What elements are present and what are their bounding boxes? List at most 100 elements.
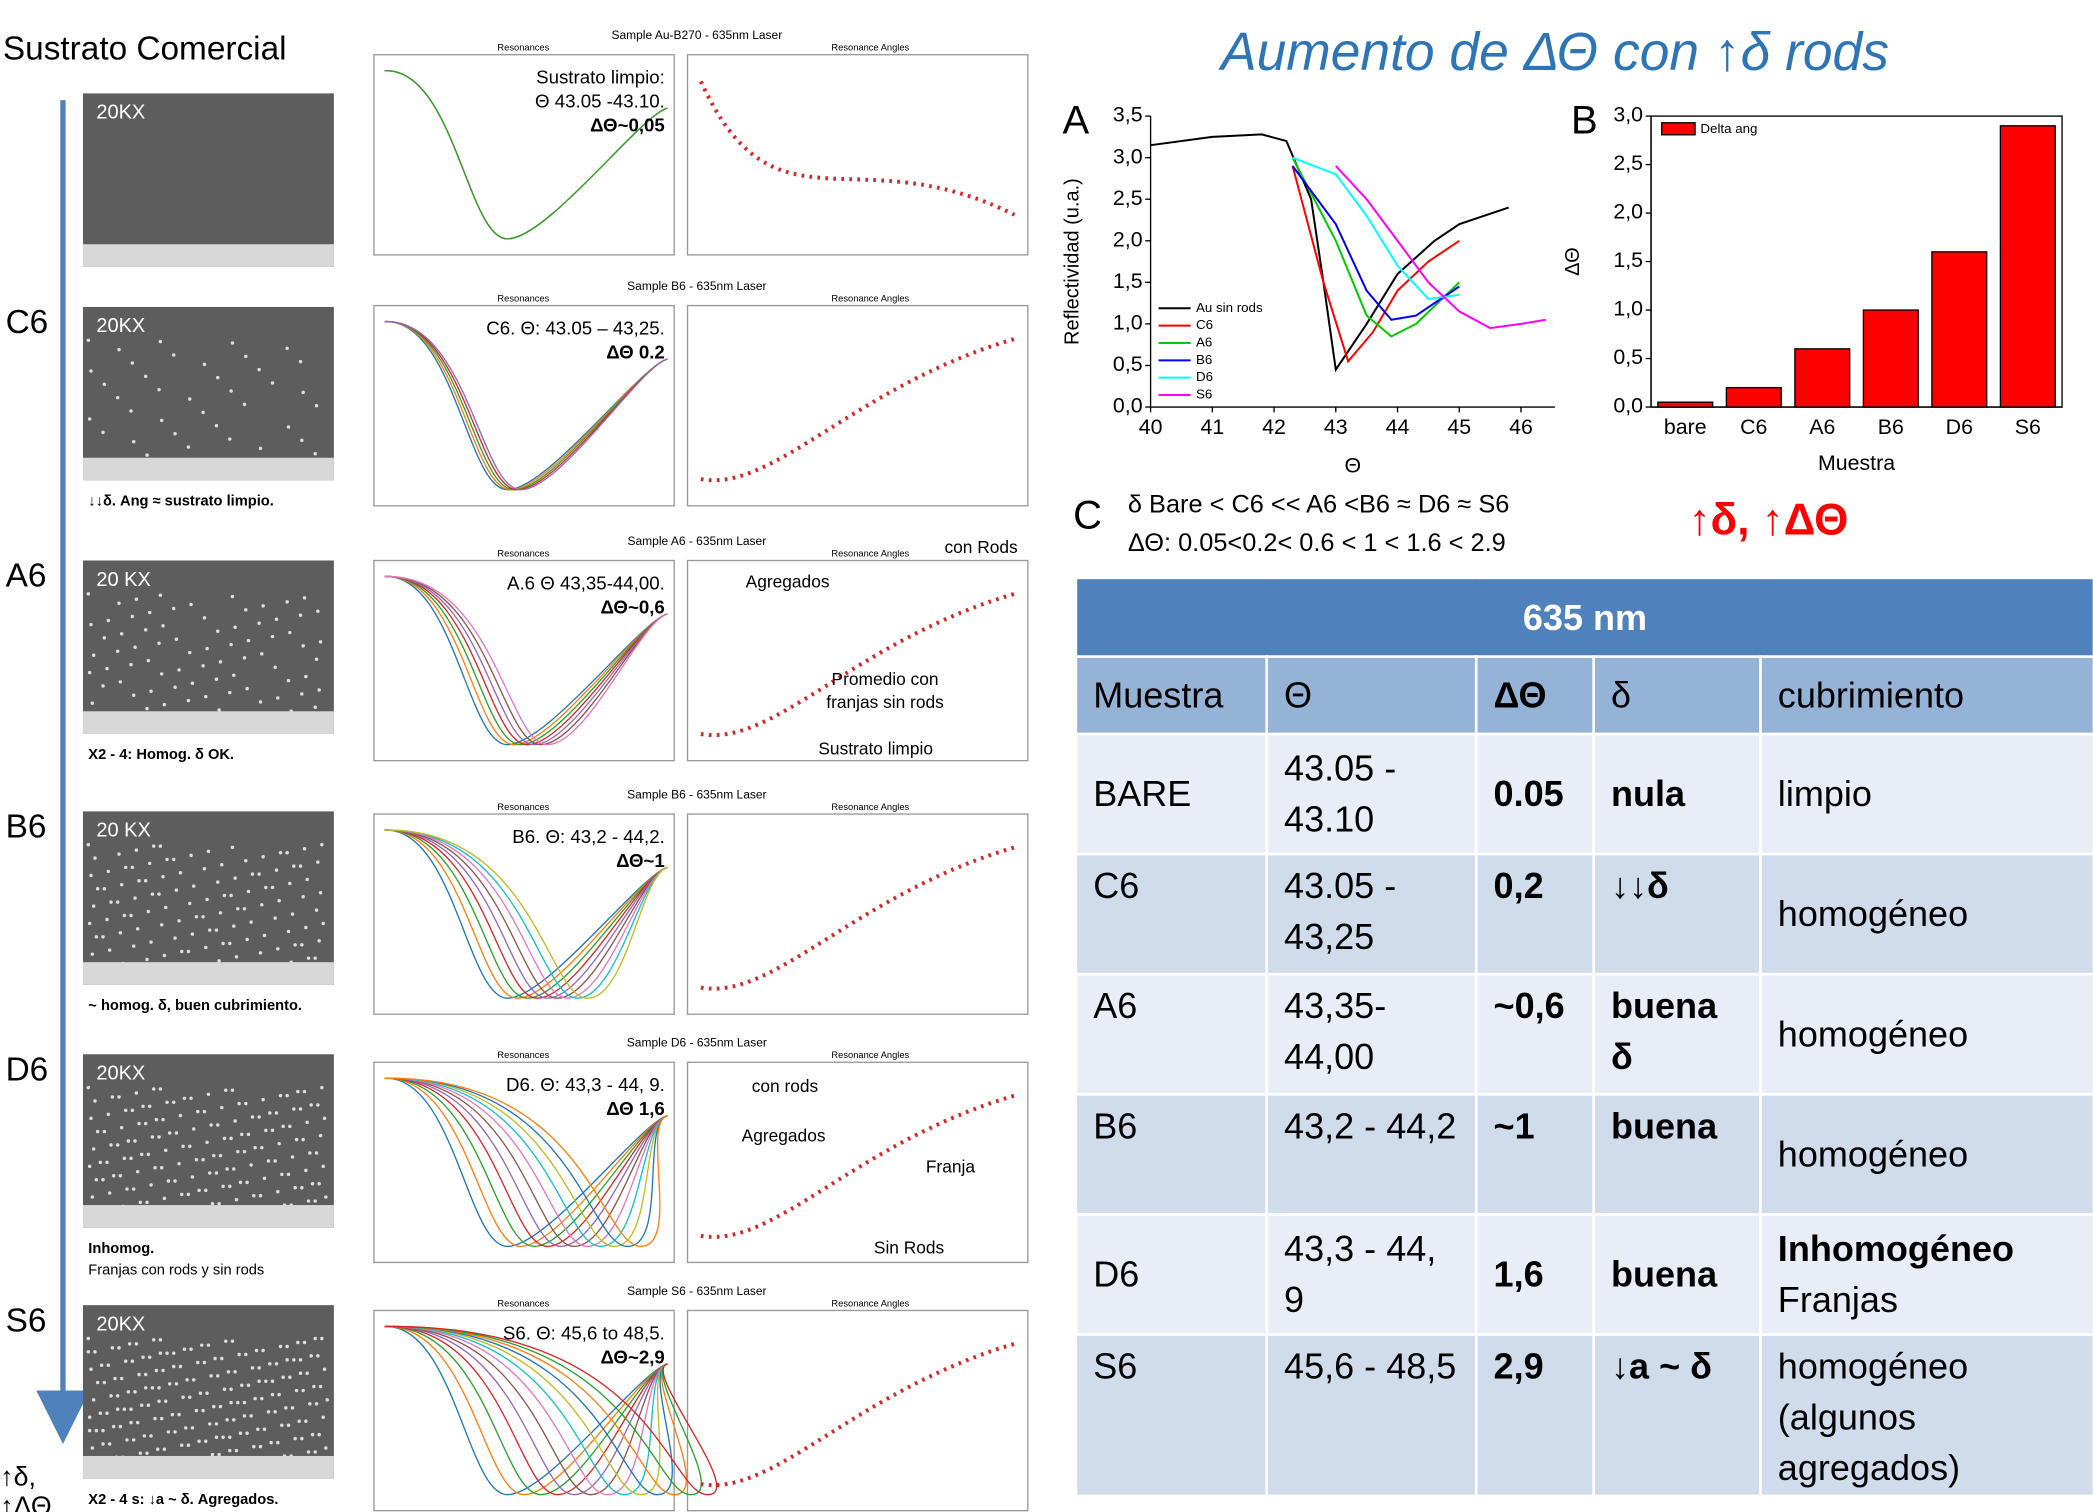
- sem-particle: [276, 947, 280, 951]
- sem-particle: [146, 658, 151, 663]
- sem-particle: [186, 445, 191, 449]
- sem-particle: [257, 872, 261, 876]
- plot-subtitle: Resonance Angles: [831, 1298, 909, 1308]
- sem-particle: [242, 402, 247, 407]
- sem-particle: [122, 913, 127, 918]
- resonance-curve: [384, 1077, 668, 1248]
- bar: [1657, 401, 1714, 408]
- sem-particle: [208, 1171, 212, 1175]
- sem-particle: [245, 1431, 249, 1435]
- line-series: [1291, 165, 1460, 364]
- sem-particle: [165, 1100, 169, 1105]
- x-tick-label: 41: [1200, 415, 1224, 439]
- sem-particle: [260, 903, 264, 907]
- sem-particle: [174, 1131, 179, 1135]
- sem-particle: [190, 1426, 195, 1430]
- table-cell: 43,2 - 44,2: [1265, 1092, 1478, 1216]
- sem-particle: [145, 1451, 149, 1456]
- sem-particle: [185, 1378, 189, 1382]
- sem-particle: [320, 843, 324, 847]
- resonance-curve: [384, 1325, 668, 1496]
- sem-image: [82, 306, 334, 481]
- sem-particle: [157, 1399, 161, 1403]
- sem-particle: [261, 604, 265, 608]
- sem-particle: [261, 1097, 265, 1102]
- sem-particle: [93, 856, 97, 860]
- sem-particle: [205, 1391, 209, 1395]
- sem-particle: [236, 907, 240, 911]
- sem-particle: [133, 896, 137, 900]
- sem-particle: [145, 957, 149, 962]
- sem-particle: [101, 1442, 105, 1446]
- legend-label: A6: [1196, 335, 1212, 350]
- sem-particle: [288, 1375, 292, 1379]
- sem-particle: [162, 702, 167, 707]
- sem-label: 20KX: [96, 1063, 145, 1085]
- sem-particle: [146, 909, 151, 914]
- sem-particle: [161, 1368, 165, 1373]
- sem-particle: [210, 1452, 215, 1457]
- sem-particle: [281, 1375, 285, 1379]
- sem-particle: [166, 1430, 171, 1434]
- sem-particle: [101, 684, 105, 688]
- sem-particle: [301, 1137, 305, 1142]
- sem-particle: [298, 613, 303, 617]
- sem-footer: [82, 244, 334, 267]
- sem-particle: [126, 1390, 131, 1394]
- sem-particle: [165, 857, 169, 862]
- sem-particle: [300, 1185, 304, 1190]
- resonance-curve: [384, 1325, 718, 1496]
- sem-particle: [149, 940, 153, 944]
- sem-particle: [297, 1419, 301, 1423]
- sem-particle: [257, 1379, 261, 1383]
- sem-particle: [228, 437, 232, 441]
- plot-note: A.6 Θ 43,35-44,00.: [507, 572, 665, 593]
- sample-label: C6: [6, 304, 49, 341]
- sem-particle: [314, 908, 319, 912]
- sem-particle: [166, 1179, 171, 1183]
- sem-particle: [180, 949, 184, 954]
- sem-particle: [101, 430, 105, 435]
- sem-particle: [91, 1398, 96, 1402]
- sem-particle: [309, 1103, 313, 1107]
- sem-particle: [186, 1443, 191, 1448]
- sem-particle: [308, 1151, 312, 1155]
- sem-particle: [177, 1412, 181, 1417]
- resonance-curve: [384, 1325, 668, 1496]
- sem-particle: [244, 859, 248, 863]
- sem-particle: [242, 1149, 247, 1154]
- sem-particle: [162, 1447, 167, 1452]
- resonance-curve: [384, 1325, 668, 1496]
- sem-particle: [253, 1145, 257, 1150]
- sem-particle: [302, 847, 307, 851]
- sem-particle: [138, 1200, 143, 1205]
- angle-note: con rods: [752, 1076, 819, 1096]
- sem-particle: [115, 1143, 120, 1147]
- sem-particle: [222, 1387, 227, 1391]
- y-tick-label: 2,0: [1613, 200, 1643, 224]
- sem-particle: [134, 1091, 139, 1095]
- legend-swatch: [1661, 122, 1696, 136]
- plot-subtitle: Resonance Angles: [831, 293, 909, 303]
- sem-particle: [233, 1370, 237, 1374]
- table-cell: nula: [1592, 732, 1762, 856]
- table-cell: 43.05 - 43.10: [1265, 732, 1478, 856]
- sem-footer: [82, 1455, 334, 1479]
- sem-particle: [135, 927, 140, 931]
- plot-note: Θ 43.05 -43.10.: [535, 91, 665, 112]
- sem-particle: [302, 1089, 307, 1094]
- sem-particle: [230, 1088, 235, 1093]
- sem-particle: [115, 900, 120, 904]
- sem-particle: [298, 1371, 303, 1375]
- sem-particle: [288, 630, 292, 635]
- sem-particle: [230, 594, 235, 599]
- sem-particle: [286, 929, 291, 934]
- sem-particle: [217, 1452, 221, 1457]
- sem-particle: [117, 347, 121, 352]
- sem-particle: [190, 932, 195, 936]
- resonance-plot: [373, 54, 675, 256]
- sem-particle: [145, 453, 149, 457]
- sem-particle: [221, 1435, 225, 1440]
- sem-particle: [301, 1388, 305, 1393]
